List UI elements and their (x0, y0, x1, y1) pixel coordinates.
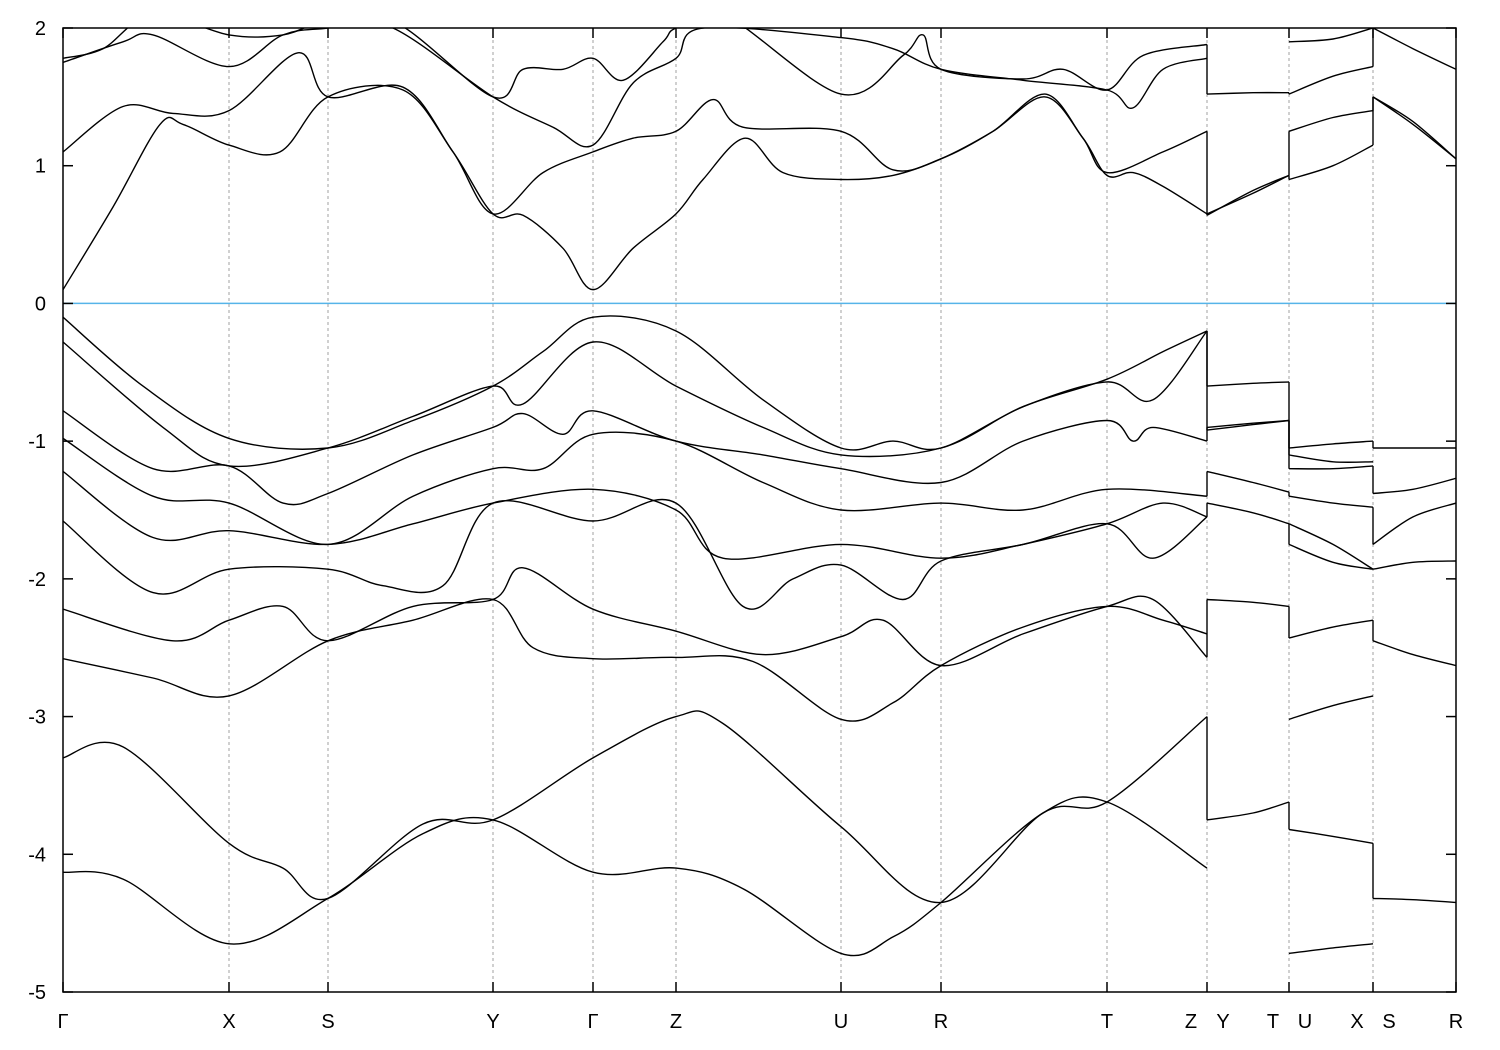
x-tick-label: Γ (587, 1011, 598, 1033)
x-tick-label: Z (1185, 1011, 1197, 1033)
band-c2 (1288, 109, 1374, 132)
x-tick-label: S (1382, 1011, 1395, 1033)
x-tick-label: Z (670, 1011, 682, 1033)
band-v9 (63, 710, 1208, 904)
band-v5 (1288, 543, 1374, 570)
band-v5 (1372, 560, 1456, 570)
band-c3 (63, 28, 1208, 99)
band-c3 (1372, 28, 1456, 70)
band-c3 (1288, 65, 1374, 95)
band-v8 (63, 598, 1208, 722)
band-c2 (1206, 174, 1290, 216)
band-v6 (1288, 523, 1374, 570)
band-c2 (1372, 96, 1456, 160)
band-v3 (63, 410, 1208, 506)
band-v5 (1206, 502, 1290, 525)
band-v4 (1372, 502, 1456, 545)
band-v2 (1288, 454, 1374, 463)
band-v10 (63, 796, 1208, 957)
band-v7 (1288, 619, 1374, 639)
band-v7 (1206, 598, 1290, 608)
y-tick-label: -5 (28, 982, 46, 1004)
band-v3 (1372, 477, 1456, 495)
x-tick-label: U (834, 1011, 848, 1033)
band-v7 (63, 567, 1208, 667)
y-tick-label: -4 (28, 844, 46, 866)
band-v1 (1206, 381, 1290, 387)
band-v1 (1288, 440, 1374, 449)
y-tick-label: 0 (35, 293, 46, 315)
y-tick-label: -1 (28, 431, 46, 453)
band-c4 (63, 28, 1208, 148)
band-v4 (1206, 470, 1290, 493)
y-tick-label: -3 (28, 707, 46, 729)
x-tick-label: S (321, 1011, 334, 1033)
band-c3 (1206, 91, 1290, 95)
bands (63, 28, 1456, 957)
band-v4 (1288, 495, 1374, 508)
band-c4 (1288, 28, 1374, 43)
x-tick-label: X (1350, 1011, 1363, 1033)
x-tick-label: Y (486, 1011, 499, 1033)
band-v6 (63, 498, 1208, 610)
y-tick-label: -2 (28, 569, 46, 591)
x-tick-label: T (1267, 1011, 1279, 1033)
band-v7 (1372, 640, 1456, 667)
band-v9 (1372, 897, 1456, 904)
y-tick-label: 2 (35, 18, 46, 40)
x-tick-label: R (1449, 1011, 1463, 1033)
band-v2 (63, 330, 1208, 468)
x-tick-label: U (1298, 1011, 1312, 1033)
band-c1 (1372, 96, 1456, 160)
x-tick-label: Y (1216, 1011, 1229, 1033)
y-tick-labels: 2 1 0 -1 -2 -3 -4 -5 (28, 18, 46, 1004)
band-v5 (63, 470, 1208, 560)
band-v9 (1288, 828, 1374, 844)
band-v3 (1206, 419, 1290, 429)
x-tick-label: Γ (57, 1011, 68, 1033)
band-v1 (63, 315, 1208, 451)
band-v10 (1288, 943, 1374, 955)
band-v9 (1206, 801, 1290, 821)
x-tick-label: R (934, 1011, 948, 1033)
y-tick-label: 1 (35, 156, 46, 178)
band-v3 (1288, 465, 1374, 470)
band-c1 (1288, 144, 1374, 181)
band-c2 (63, 52, 1208, 215)
axis-ticks (62, 27, 1457, 993)
band-v4 (63, 431, 1208, 546)
x-tick-label: X (222, 1011, 235, 1033)
x-tick-label: T (1101, 1011, 1113, 1033)
plot-frame (62, 27, 1457, 993)
band-c1 (63, 84, 1208, 291)
band-v8 (1288, 695, 1374, 720)
